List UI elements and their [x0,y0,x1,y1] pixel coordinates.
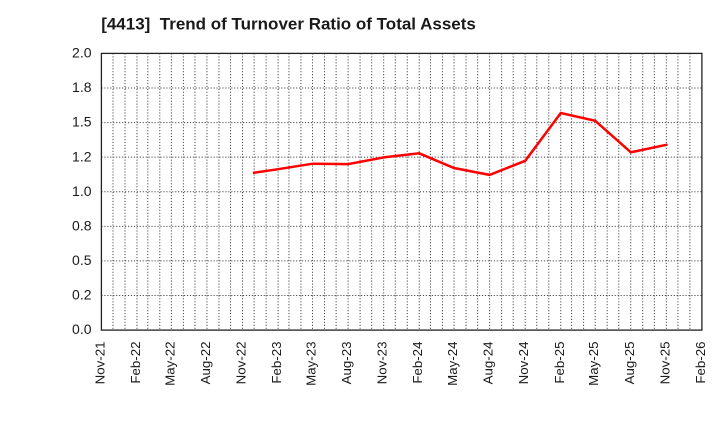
svg-text:May-25: May-25 [586,342,601,386]
svg-text:May-22: May-22 [162,342,177,386]
svg-text:1.0: 1.0 [72,183,92,199]
svg-text:Feb-25: Feb-25 [552,342,567,384]
svg-text:Nov-24: Nov-24 [516,342,531,385]
svg-text:[4413] Trend of Turnover Rati: [4413] Trend of Turnover Ratio of Total … [101,14,476,33]
svg-text:1.2: 1.2 [72,148,92,164]
svg-text:Aug-24: Aug-24 [481,341,496,384]
svg-text:Feb-22: Feb-22 [128,342,143,384]
svg-text:Nov-22: Nov-22 [234,342,249,385]
svg-text:1.5: 1.5 [72,114,92,130]
svg-text:Feb-24: Feb-24 [410,342,425,384]
svg-text:Aug-22: Aug-22 [198,342,213,385]
svg-text:2.0: 2.0 [72,45,92,61]
svg-text:0.8: 0.8 [72,217,92,233]
svg-text:0.2: 0.2 [72,287,92,303]
svg-text:Aug-25: Aug-25 [622,342,637,385]
svg-text:May-23: May-23 [304,342,319,386]
svg-text:May-24: May-24 [445,342,460,386]
svg-text:0.0: 0.0 [72,321,92,337]
svg-text:Nov-21: Nov-21 [92,342,107,385]
svg-text:1.8: 1.8 [72,79,92,95]
svg-text:Aug-23: Aug-23 [339,342,354,385]
svg-text:Nov-25: Nov-25 [657,342,672,385]
svg-text:Nov-23: Nov-23 [375,342,390,385]
svg-text:0.5: 0.5 [72,252,92,268]
svg-text:Feb-26: Feb-26 [693,342,708,384]
svg-text:Feb-23: Feb-23 [269,342,284,384]
